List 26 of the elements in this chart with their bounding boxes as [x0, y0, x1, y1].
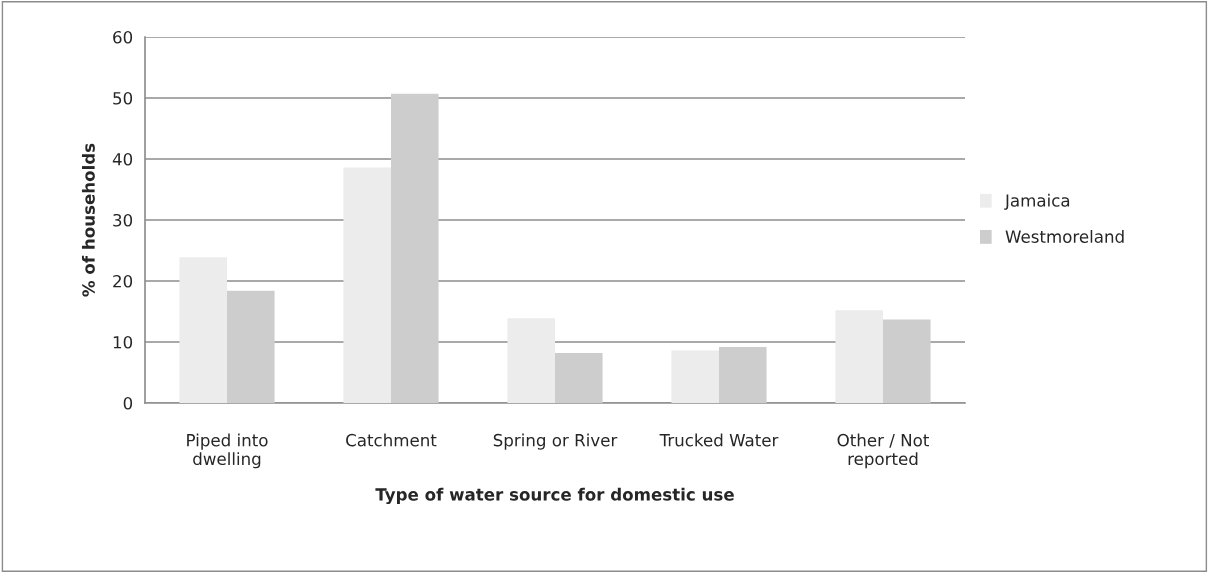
x-axis-title: Type of water source for domestic use — [375, 487, 734, 505]
y-tick-label: 30 — [113, 213, 133, 227]
bar — [555, 352, 603, 403]
bar — [883, 319, 931, 403]
legend-label: Westmoreland — [1005, 230, 1124, 243]
y-tick-label: 20 — [113, 274, 133, 288]
x-tick-label: Trucked Water — [659, 433, 779, 447]
bar — [507, 318, 555, 403]
y-tick-label: 60 — [113, 30, 133, 44]
bar — [719, 346, 767, 403]
y-tick-label: 0 — [123, 396, 133, 410]
bar — [835, 310, 883, 403]
x-tick-label: Other / Not reported — [837, 433, 929, 469]
y-tick-label: 50 — [113, 91, 133, 105]
x-tick-label: Spring or River — [493, 433, 618, 450]
bar — [671, 350, 719, 403]
x-tick-label: Piped into dwelling — [187, 433, 268, 469]
bar — [391, 93, 439, 403]
x-tick-label: Catchment — [346, 433, 437, 447]
legend-label: Jamaica — [1004, 193, 1070, 210]
y-tick-label: 10 — [113, 335, 133, 349]
y-axis-title: % of households — [81, 143, 95, 297]
y-tick-label: 40 — [112, 152, 133, 166]
bar — [179, 257, 227, 403]
bar — [343, 167, 391, 403]
bar — [227, 290, 275, 403]
